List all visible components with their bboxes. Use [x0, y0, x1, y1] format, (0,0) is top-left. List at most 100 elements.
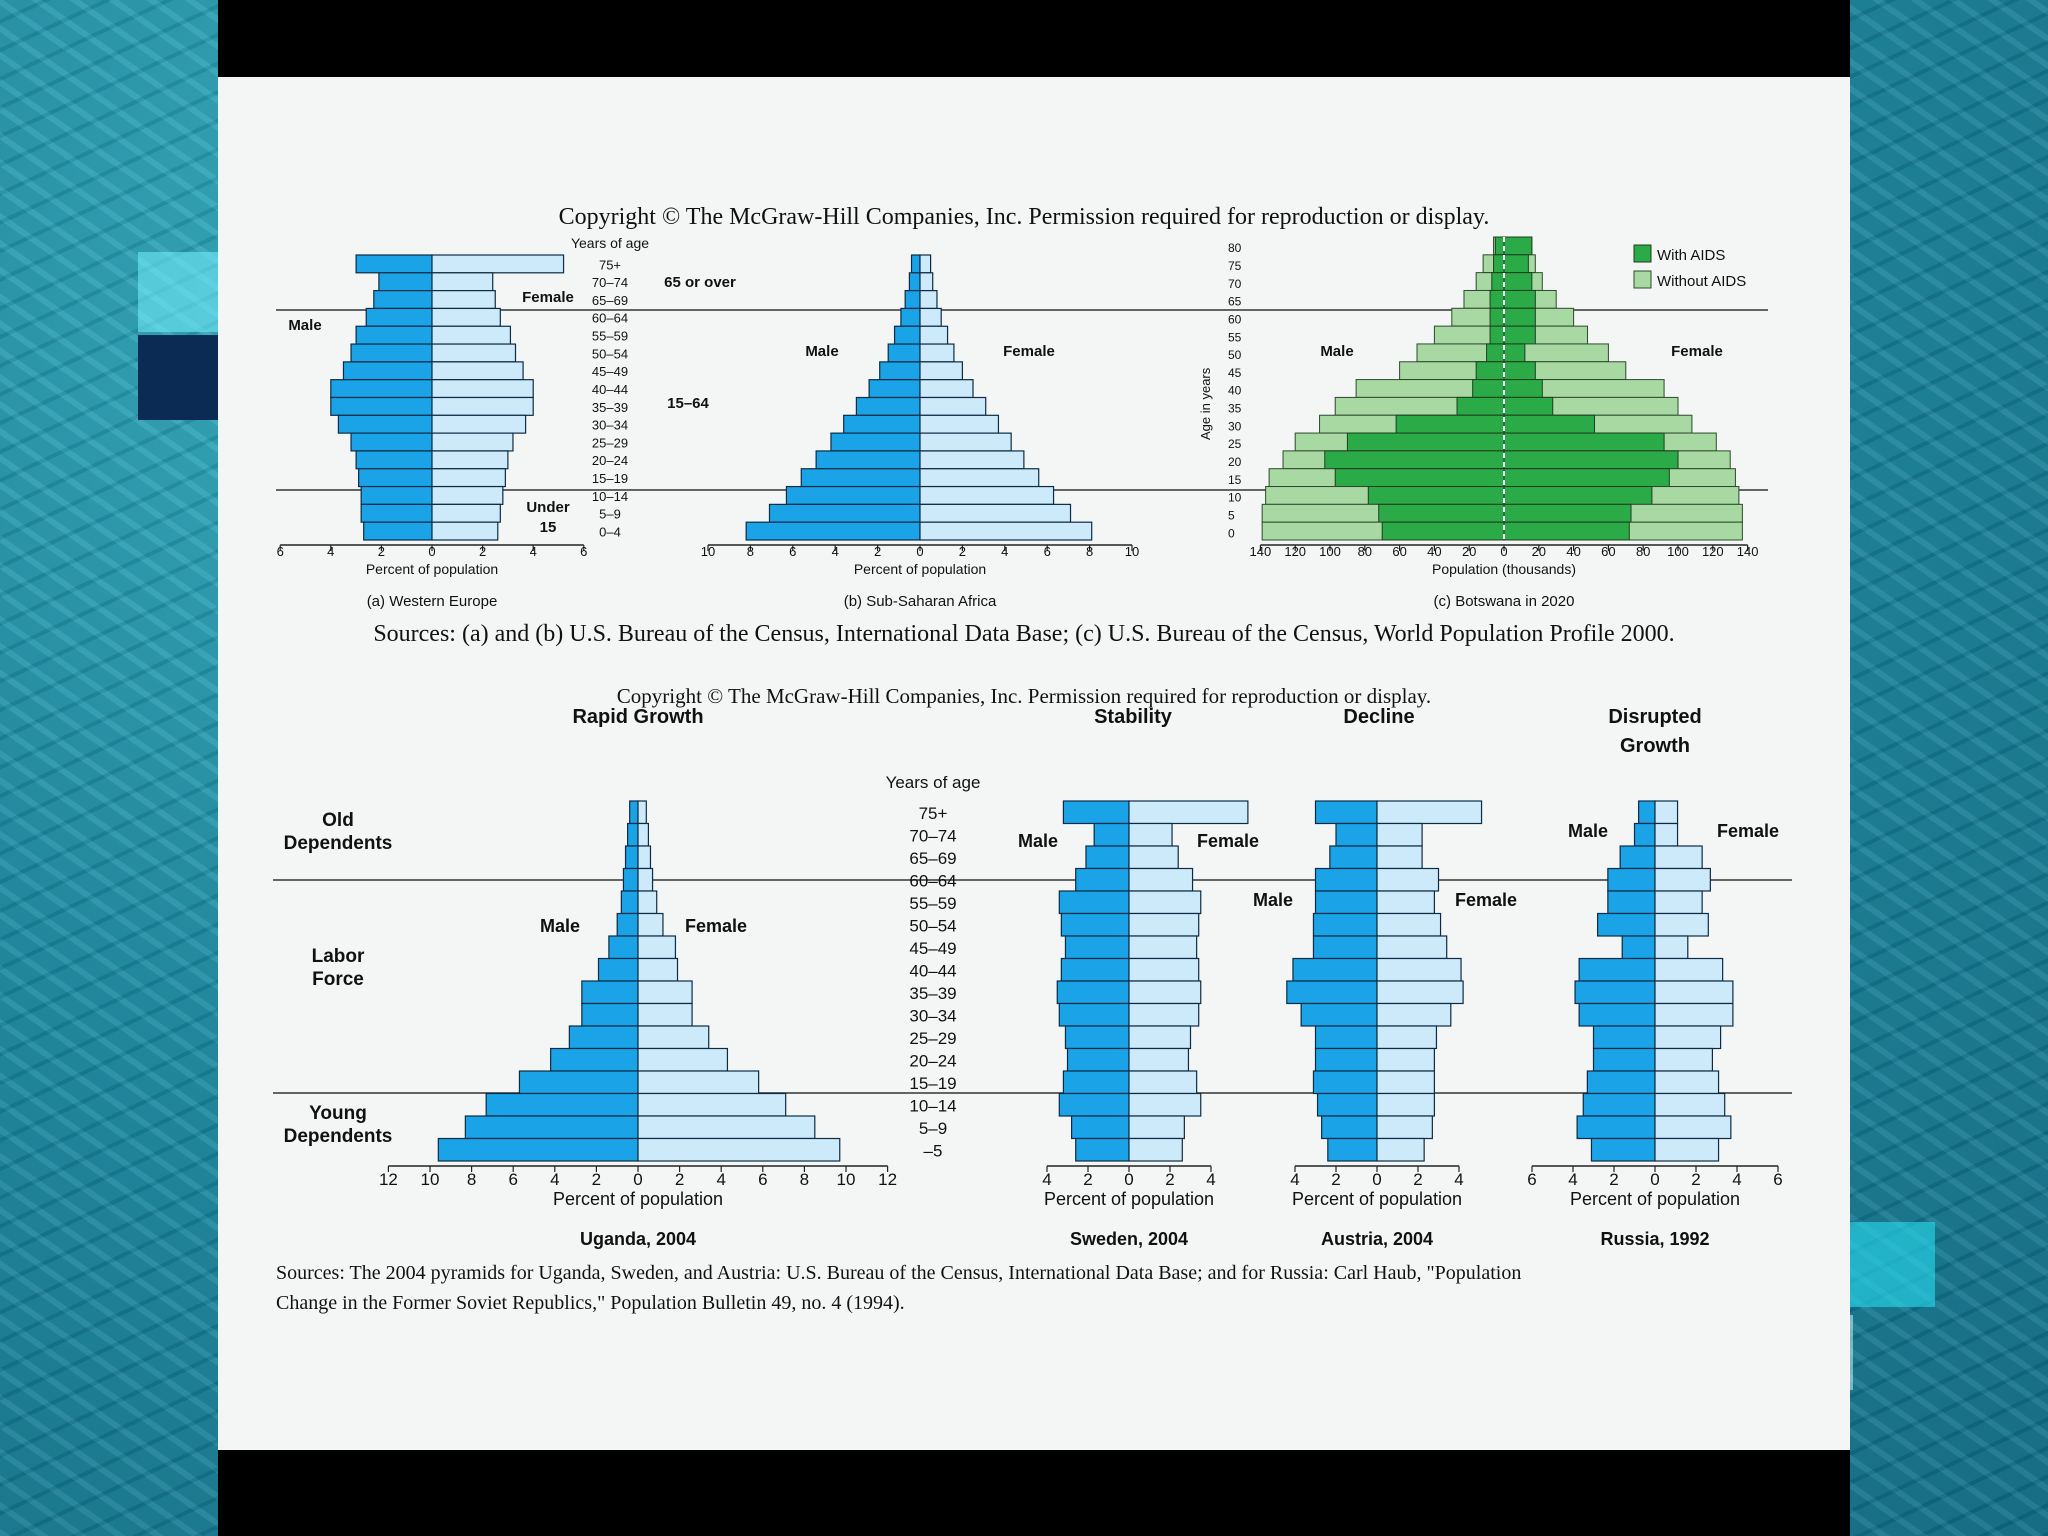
x-tick-label: 6 [758, 1170, 767, 1189]
group-label: Young [309, 1103, 367, 1124]
bar-male [1312, 935, 1378, 960]
x-tick-label: 2 [675, 1170, 684, 1189]
age-label: 60–64 [909, 872, 956, 891]
x-tick-label: 4 [1732, 1170, 1741, 1189]
series-label-female: Female [685, 916, 747, 936]
slide-top-bar [218, 0, 1850, 77]
age-label: 15 [1228, 473, 1242, 487]
bar-female [637, 845, 652, 870]
bar-male [378, 272, 433, 292]
bar-female [1128, 800, 1249, 825]
series-label-male: Male [805, 343, 838, 360]
bar-male [485, 1092, 639, 1117]
bar-male [616, 912, 639, 937]
bar-male [568, 1025, 639, 1050]
bar-male [1590, 1137, 1656, 1162]
bar-female [919, 343, 955, 363]
x-tick-label: 120 [1284, 544, 1306, 559]
bar-female [919, 468, 1040, 488]
bar-male [785, 485, 921, 505]
bar-female [919, 361, 964, 381]
x-tick-label: 8 [1086, 544, 1093, 559]
x-tick-label: 0 [428, 544, 435, 559]
bar-male [1056, 980, 1130, 1005]
age-label: 40–44 [909, 962, 956, 981]
bar-male [1312, 1070, 1378, 1095]
age-label: 40–44 [592, 382, 628, 397]
bar-male [337, 414, 433, 434]
sources-bottom-line1: Sources: The 2004 pyramids for Uganda, S… [276, 1262, 1521, 1284]
bar-male [355, 450, 433, 470]
age-axis-header: Years of age [886, 773, 981, 792]
series-label-male: Male [1018, 831, 1058, 851]
slide-bottom-bar [218, 1450, 1850, 1536]
age-label: 50–54 [909, 917, 956, 936]
series-label-male: Male [1568, 821, 1608, 841]
bar-female [1654, 935, 1689, 960]
chart-caption: Sweden, 2004 [1070, 1229, 1188, 1249]
x-tick-label: 40 [1427, 544, 1441, 559]
bar-male [1582, 1092, 1656, 1117]
bar-female [1128, 1115, 1185, 1140]
bar-male [1335, 822, 1378, 847]
bar-female [1654, 1025, 1722, 1050]
x-tick-label: 20 [1532, 544, 1546, 559]
x-tick-label: 20 [1462, 544, 1476, 559]
age-label: 5–9 [919, 1119, 947, 1138]
age-label: 30 [1228, 419, 1242, 433]
bar-female [1376, 800, 1483, 825]
bar-male-with-aids [1346, 432, 1505, 452]
x-tick-label: 8 [747, 544, 754, 559]
group-label: Old [322, 810, 354, 831]
legend-label-with-aids: With AIDS [1657, 247, 1725, 264]
bar-female [1376, 980, 1464, 1005]
age-label: 70 [1228, 277, 1242, 291]
chart-header: Rapid Growth [572, 706, 703, 728]
bar-female [1654, 912, 1709, 937]
bar-male [581, 980, 639, 1005]
bar-female [1654, 800, 1679, 825]
bar-female [1376, 912, 1442, 937]
chart-caption: (c) Botswana in 2020 [1434, 593, 1575, 610]
bar-female [1654, 1070, 1720, 1095]
age-label: 10–14 [592, 489, 628, 504]
bar-male [1064, 1025, 1130, 1050]
x-tick-label: 10 [837, 1170, 856, 1189]
bar-male [1578, 957, 1656, 982]
age-label: 35–39 [592, 400, 628, 415]
group-label: Dependents [284, 1126, 393, 1147]
bar-female [431, 432, 514, 452]
group-label: Force [312, 969, 364, 990]
bar-female [1376, 822, 1423, 847]
bar-female-with-aids [1503, 432, 1665, 452]
bar-female [431, 450, 509, 470]
age-label: 35–39 [909, 984, 956, 1003]
bar-female-with-aids [1503, 379, 1543, 398]
bar-male [1093, 822, 1130, 847]
x-axis-label: Percent of population [1570, 1189, 1740, 1209]
bar-female [919, 414, 1000, 434]
bar-female [637, 935, 677, 960]
chart-header: Growth [1620, 735, 1690, 757]
x-tick-label: 60 [1601, 544, 1615, 559]
bar-female [1376, 1025, 1438, 1050]
x-tick-label: 6 [789, 544, 796, 559]
bar-male [800, 468, 921, 488]
bar-male [1060, 912, 1130, 937]
bar-female [431, 325, 512, 345]
bar-male-with-aids [1489, 289, 1505, 309]
bar-male [1058, 1092, 1130, 1117]
age-label: 65–69 [909, 849, 956, 868]
x-tick-label: 6 [1527, 1170, 1536, 1189]
x-tick-label: 140 [1737, 544, 1759, 559]
x-tick-label: 0 [1500, 544, 1507, 559]
bar-male [745, 521, 921, 541]
bar-female [637, 1002, 693, 1027]
bar-female [919, 254, 932, 274]
x-axis-label: Population (thousands) [1432, 561, 1576, 577]
age-label: 10–14 [909, 1097, 956, 1116]
decor-square-2 [138, 335, 218, 420]
bar-male [815, 450, 921, 470]
